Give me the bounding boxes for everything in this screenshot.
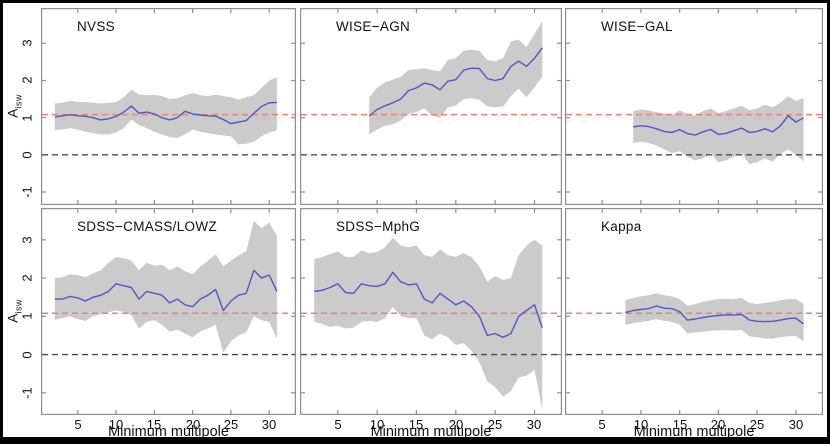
confidence-band [625, 293, 804, 342]
plot-area-wise-agn [300, 8, 562, 205]
panel-sdss-mphg: SDSS−MphG [300, 208, 562, 415]
y-axis-label-main: A [4, 108, 21, 118]
panel-frame [300, 8, 562, 205]
confidence-band [633, 96, 804, 165]
y-tick-label: 3 [19, 39, 35, 47]
data-line [314, 271, 543, 338]
x-tick-label: 15 [408, 417, 424, 432]
tick-marks [41, 208, 296, 415]
x-tick-label: 30 [261, 417, 277, 432]
y-tick-label: 0 [19, 151, 35, 159]
confidence-band [54, 220, 277, 353]
plot-area-kappa [565, 208, 823, 415]
data-line [633, 115, 804, 136]
x-tick-label: 25 [487, 417, 503, 432]
y-tick-label: 2 [19, 76, 35, 84]
data-line [368, 47, 543, 117]
confidence-band [369, 21, 543, 135]
confidence-band [314, 237, 543, 410]
panel-sdss-cmass-lowz: SDSS−CMASS/LOWZ [41, 208, 296, 415]
panel-title: Kappa [601, 219, 642, 234]
x-tick-label: 10 [108, 417, 124, 432]
y-axis-label-main: A [4, 313, 21, 323]
x-tick-label: 5 [598, 417, 606, 432]
panel-wise-gal: WISE−GAL [565, 8, 823, 205]
y-tick-label: 1 [19, 312, 35, 320]
x-tick-label: 25 [749, 417, 765, 432]
panel-frame [300, 208, 562, 415]
x-tick-label: 5 [334, 417, 342, 432]
plot-area-nvss [41, 8, 296, 205]
y-axis-label-sub: isw [13, 94, 24, 109]
data-line [625, 305, 805, 325]
x-tick-label: 20 [448, 417, 464, 432]
panel-title: SDSS−CMASS/LOWZ [77, 219, 217, 234]
x-tick-label: 20 [185, 417, 201, 432]
x-tick-label: 15 [672, 417, 688, 432]
x-tick-label: 5 [74, 417, 82, 432]
x-tick-label: 15 [146, 417, 162, 432]
y-tick-label: 0 [19, 351, 35, 359]
x-axis-label: Minimum multipole [108, 424, 229, 440]
data-line [54, 269, 278, 312]
y-tick-label: -1 [19, 387, 35, 399]
panel-frame [41, 8, 296, 205]
x-tick-label: 30 [526, 417, 542, 432]
panel-title: WISE−GAL [601, 19, 673, 34]
tick-marks [300, 8, 562, 205]
x-tick-label: 20 [710, 417, 726, 432]
confidence-band [54, 77, 277, 145]
x-tick-label: 10 [633, 417, 649, 432]
tick-marks [565, 208, 823, 415]
panel-frame [41, 208, 296, 415]
panel-kappa: Kappa [565, 208, 823, 415]
y-tick-label: 3 [19, 236, 35, 244]
x-axis-label: Minimum multipole [370, 424, 492, 440]
x-tick-label: 10 [369, 417, 385, 432]
plot-area-sdss-mphg [300, 208, 562, 415]
panel-nvss: NVSS [41, 8, 296, 205]
panel-title: WISE−AGN [336, 19, 411, 34]
y-tick-label: 2 [19, 274, 35, 282]
x-tick-label: 30 [788, 417, 804, 432]
tick-marks [300, 208, 562, 415]
x-tick-label: 25 [223, 417, 239, 432]
x-axis-label: Minimum multipole [633, 424, 755, 440]
data-line [54, 101, 277, 125]
y-tick-label: 1 [19, 114, 35, 122]
plot-area-wise-gal [565, 8, 823, 205]
panel-frame [565, 8, 823, 205]
panel-title: SDSS−MphG [336, 219, 421, 234]
y-tick-label: -1 [19, 186, 35, 198]
plot-area-sdss-cmass-lowz [41, 208, 296, 415]
panel-title: NVSS [77, 19, 115, 34]
panel-frame [565, 208, 823, 415]
panel-wise-agn: WISE−AGN [300, 8, 562, 205]
